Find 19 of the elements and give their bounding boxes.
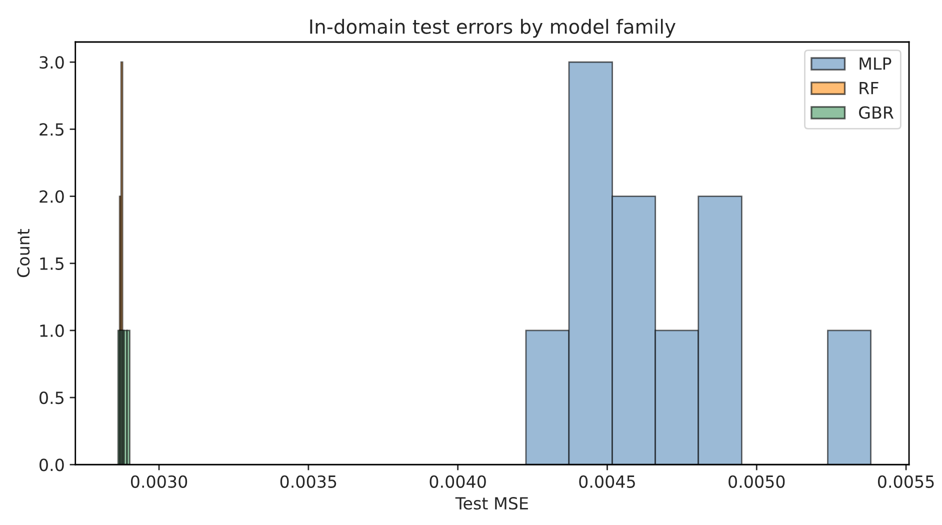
legend-label: RF bbox=[860, 82, 878, 94]
y-tick-label: 3.0 bbox=[40, 56, 64, 69]
y-tick-label: 1.0 bbox=[40, 324, 64, 338]
x-tick-label: 0.0050 bbox=[728, 475, 785, 488]
legend-label: GBR bbox=[859, 106, 894, 119]
x-tick-label: 0.0030 bbox=[130, 475, 188, 488]
y-tick-label: 2.5 bbox=[40, 123, 64, 136]
x-tick-label: 0.0055 bbox=[878, 475, 934, 488]
x-tick-label: 0.0040 bbox=[430, 475, 486, 488]
x-tick-label: 0.0035 bbox=[280, 475, 336, 488]
legend-label: MLP bbox=[860, 58, 892, 70]
y-tick-label: 0.5 bbox=[40, 392, 64, 404]
y-tick-label: 0.0 bbox=[40, 458, 64, 472]
y-axis-title: Count bbox=[17, 228, 30, 278]
x-tick-label: 0.0045 bbox=[579, 475, 635, 488]
y-tick-label: 2.0 bbox=[40, 190, 64, 203]
chart-title: In-domain test errors by model family bbox=[310, 18, 676, 38]
y-tick-label: 1.5 bbox=[40, 258, 64, 270]
x-axis-title: Test MSE bbox=[455, 497, 528, 510]
